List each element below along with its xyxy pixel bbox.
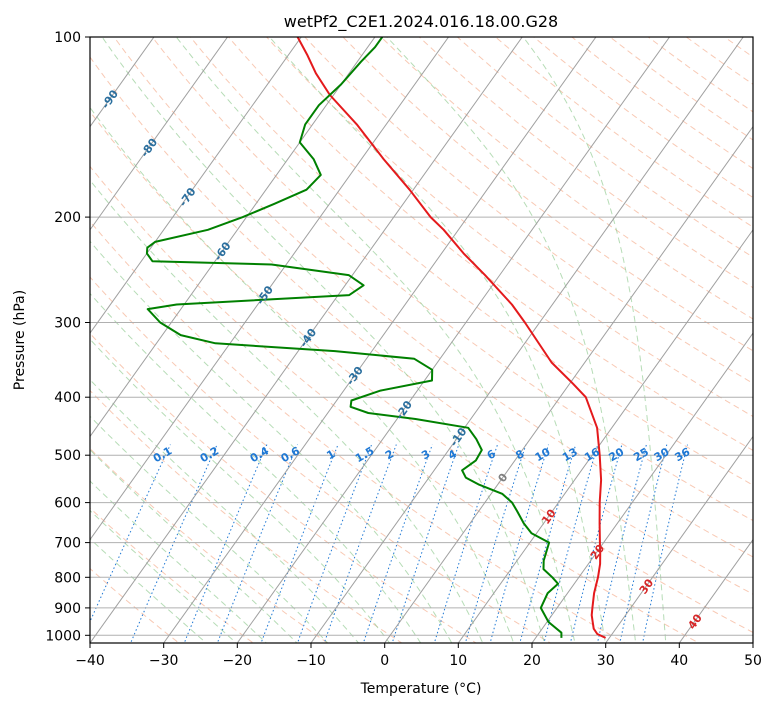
dry-adiabat-line <box>90 507 254 643</box>
x-tick-label: 30 <box>597 653 615 669</box>
y-tick-label: 1000 <box>45 628 81 644</box>
isotherm-line <box>163 37 597 643</box>
moist-adiabat-line <box>90 537 207 643</box>
dry-adiabat-line <box>227 37 753 451</box>
x-tick-label: 50 <box>744 653 762 669</box>
dry-adiabat-line <box>189 37 753 486</box>
dry-adiabat-line <box>647 37 753 113</box>
isotherm-line <box>384 125 753 643</box>
mixing-ratio-line <box>619 444 668 643</box>
y-tick-label: 600 <box>54 496 81 512</box>
dry-adiabat-line <box>90 165 700 643</box>
isotherm-line <box>310 37 744 643</box>
mixing-ratio-line <box>569 444 623 643</box>
x-axis-ticks: −40 −30 −20 −10 0 10 20 30 40 50 <box>75 643 762 669</box>
isotherm-line <box>90 37 523 643</box>
mixing-ratio-line <box>489 444 549 643</box>
y-tick-label: 300 <box>54 316 81 332</box>
x-tick-label: −30 <box>149 653 179 669</box>
isotherm-line <box>90 37 229 231</box>
dry-adiabat-line <box>90 332 477 643</box>
dry-adiabat-line <box>609 37 753 141</box>
x-tick-label: −40 <box>75 653 105 669</box>
temperature-profile-line <box>296 37 607 639</box>
profile-series <box>145 37 607 639</box>
dry-adiabat-line <box>304 37 753 384</box>
isotherm-line <box>605 435 753 643</box>
y-tick-label: 200 <box>54 210 81 226</box>
dry-adiabat-line <box>342 37 753 352</box>
y-axis-label: Pressure (hPa) <box>12 290 28 390</box>
mixing-ratio-line <box>543 444 599 643</box>
dry-adiabat-line <box>113 37 753 558</box>
isotherm-line <box>678 538 753 643</box>
isotherm-line <box>90 37 155 128</box>
dry-adiabat-line <box>90 276 552 643</box>
mixing-ratio-line <box>90 444 171 623</box>
y-tick-label: 500 <box>54 448 81 464</box>
y-axis-ticks: 100 200 300 400 500 600 700 800 900 1000 <box>45 30 90 644</box>
y-tick-label: 700 <box>54 536 81 552</box>
x-tick-label: 0 <box>380 653 389 669</box>
isotherm-line <box>90 37 302 335</box>
mixing-ratio-line <box>519 444 577 643</box>
chart-title: wetPf2_C2E1.2024.016.18.00.G28 <box>284 12 558 32</box>
plot-frame <box>89 36 754 644</box>
moist-adiabat-line <box>386 37 637 643</box>
mixing-ratio-line <box>596 444 647 643</box>
mixing-ratio-line <box>642 444 688 643</box>
isotherm-line <box>90 37 450 541</box>
mixing-ratio-line <box>433 444 498 643</box>
moist-adiabat-line <box>90 509 237 643</box>
x-axis-label: Temperature (°C) <box>360 681 482 697</box>
mixing-ratio-line <box>216 444 298 643</box>
y-tick-label: 100 <box>54 30 81 46</box>
mixing-ratio-line <box>464 444 527 643</box>
dry-adiabat-line <box>90 56 753 595</box>
mixing-ratio-lines <box>90 444 688 643</box>
isotherm-line <box>90 37 376 438</box>
x-tick-label: −20 <box>223 653 253 669</box>
isotherm-line <box>236 37 671 643</box>
mixing-ratio-line <box>260 444 339 643</box>
x-tick-label: 20 <box>523 653 541 669</box>
y-tick-label: 800 <box>54 570 81 586</box>
y-tick-label: 400 <box>54 390 81 406</box>
isotherm-line <box>457 228 753 643</box>
pressure-gridlines <box>90 37 753 636</box>
dry-adiabat-line <box>380 37 753 320</box>
dry-adiabat-line <box>571 37 753 170</box>
x-tick-label: 40 <box>670 653 688 669</box>
y-tick-label: 900 <box>54 601 81 617</box>
moist-adiabat-line <box>101 37 545 643</box>
dewpoint-profile-line <box>145 37 563 638</box>
x-tick-label: 10 <box>449 653 467 669</box>
dry-adiabat-line <box>90 220 626 643</box>
plot-area: 0.10.20.40.611.52346810131620253036-100-… <box>90 37 753 643</box>
moist-adiabat-line <box>522 37 667 643</box>
x-tick-label: −10 <box>296 653 326 669</box>
dry-adiabat-line <box>151 37 753 522</box>
